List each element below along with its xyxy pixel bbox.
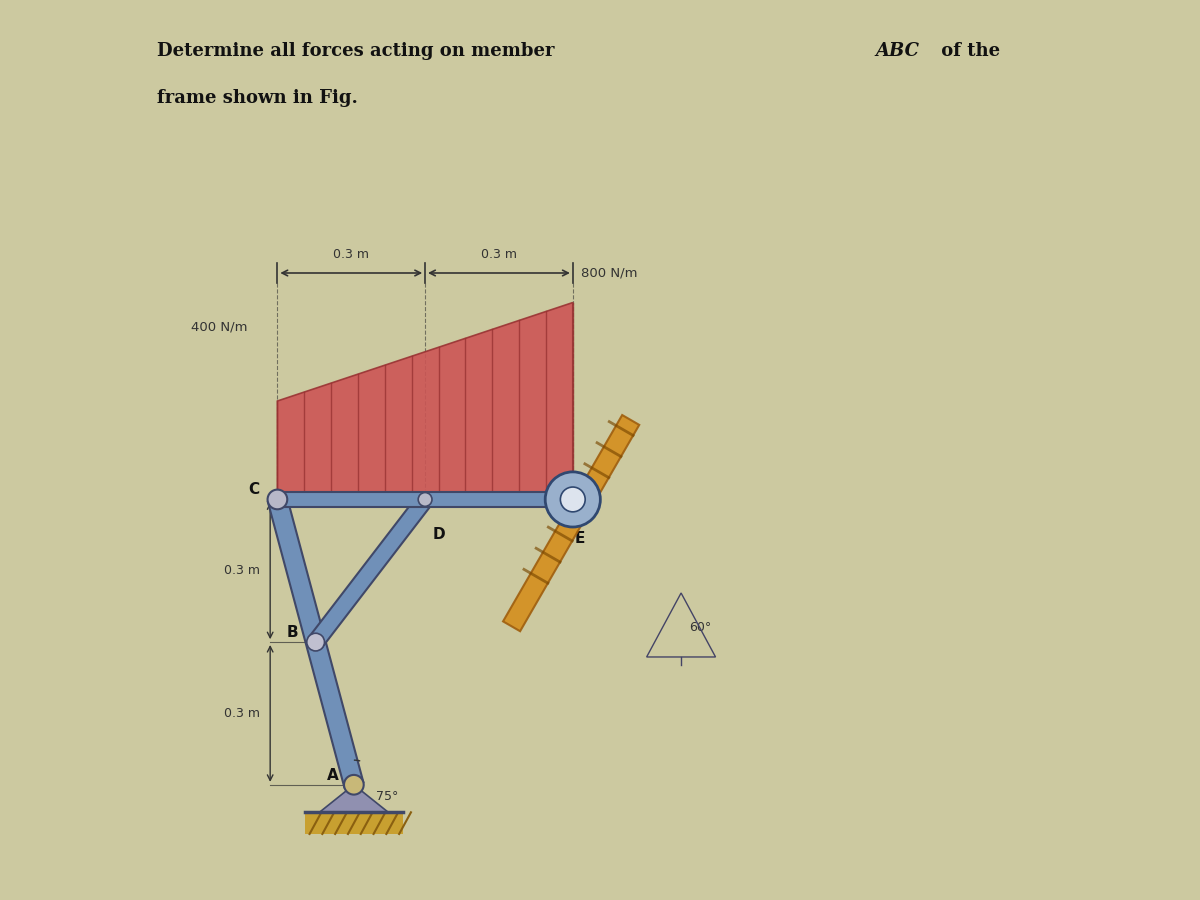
Text: D: D (433, 527, 445, 542)
Text: 0.3 m: 0.3 m (481, 248, 517, 261)
Circle shape (560, 487, 586, 512)
Text: C: C (248, 482, 259, 498)
Polygon shape (277, 302, 572, 500)
Polygon shape (268, 497, 364, 788)
Circle shape (344, 775, 364, 795)
Circle shape (419, 492, 432, 507)
Text: E: E (575, 531, 586, 546)
Text: A: A (328, 768, 340, 783)
Text: 75°: 75° (376, 789, 398, 803)
Text: 0.3 m: 0.3 m (224, 564, 260, 577)
Text: 800 N/m: 800 N/m (581, 266, 637, 280)
Polygon shape (272, 491, 572, 508)
Text: 60°: 60° (689, 621, 712, 634)
Circle shape (268, 490, 287, 509)
Text: frame shown in Fig.: frame shown in Fig. (157, 88, 358, 106)
Text: 0.3 m: 0.3 m (334, 248, 370, 261)
Circle shape (307, 634, 324, 651)
Text: B: B (287, 626, 298, 640)
Text: ABC: ABC (876, 42, 919, 60)
Text: of the: of the (935, 42, 1000, 60)
Text: 400 N/m: 400 N/m (191, 320, 248, 334)
Polygon shape (503, 415, 640, 631)
FancyBboxPatch shape (305, 813, 403, 834)
Circle shape (545, 472, 600, 527)
Polygon shape (308, 494, 432, 647)
Text: Determine all forces acting on member: Determine all forces acting on member (157, 42, 560, 60)
Polygon shape (319, 785, 389, 813)
Text: 0.3 m: 0.3 m (224, 706, 260, 720)
